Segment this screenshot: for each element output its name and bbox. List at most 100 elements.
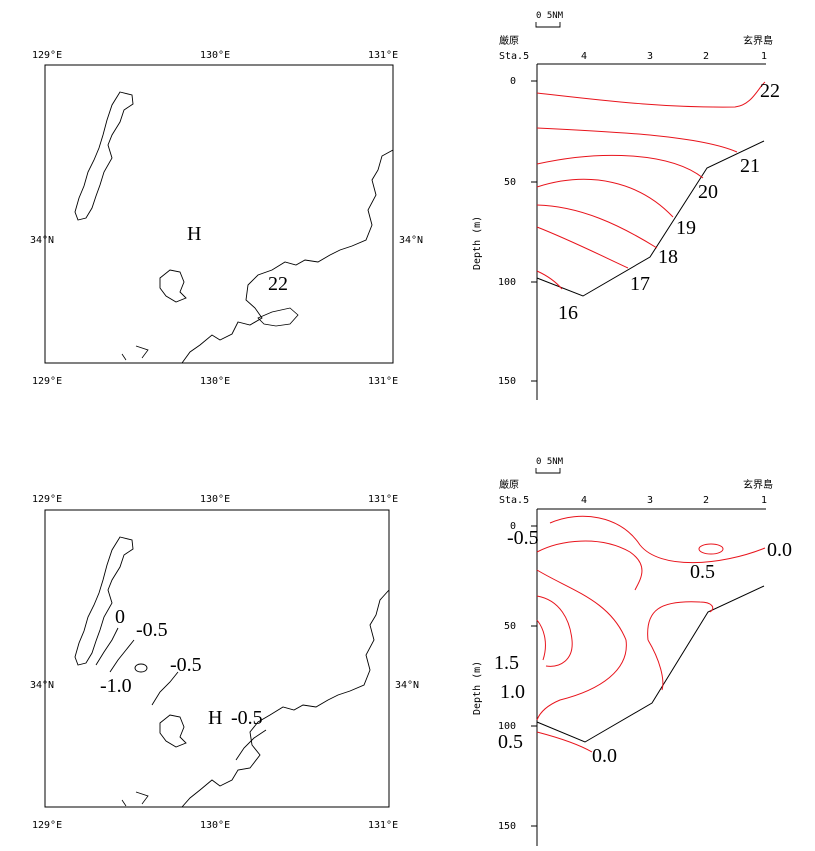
small-islets-b — [121, 791, 149, 807]
lon-label-131: 131°E — [368, 50, 398, 61]
map-bottom: 129°E 130°E 131°E 34°N 34°N 129°E 130°E … — [30, 494, 419, 831]
station-1: 1 — [761, 51, 767, 62]
isotherm-label-21: 21 — [740, 155, 760, 177]
y-label-100-b: 100 — [498, 721, 516, 732]
isotherm-21 — [536, 127, 738, 153]
lon-label-129: 129°E — [32, 50, 62, 61]
contour-line-0 — [95, 627, 119, 666]
contour-label-15: 1.5 — [494, 652, 519, 674]
contour-0-mid-b — [647, 639, 664, 691]
lon-label-129-b-bottom: 129°E — [32, 820, 62, 831]
contour-label-m05-a: -0.5 — [136, 619, 168, 641]
lat-label-left: 34°N — [30, 235, 54, 246]
station-3-b: 3 — [647, 495, 653, 506]
y-label-0: 0 — [510, 76, 516, 87]
contour-0-mid — [647, 601, 714, 641]
small-islets — [121, 345, 149, 361]
isotherm-label-22: 22 — [760, 80, 780, 102]
contour-label-m10: -1.0 — [100, 675, 132, 697]
contour-label-00-bottom: 0.0 — [592, 745, 617, 767]
contour-line-m05-b — [151, 671, 179, 706]
isotherm-label-18: 18 — [658, 246, 678, 268]
scale-label-b: 0 5NM — [536, 457, 564, 467]
map-top: 129°E 130°E 131°E 34°N 34°N 129°E 130°E … — [30, 50, 423, 387]
high-pressure-label: H — [187, 223, 201, 245]
lon-label-131-b-bottom: 131°E — [368, 820, 398, 831]
contour-label-0: 0 — [115, 606, 125, 628]
contour-line-m05-c — [235, 729, 267, 761]
contour-m05-curve — [536, 540, 643, 591]
contour-line-m05-a — [109, 639, 135, 673]
station-2: 2 — [703, 51, 709, 62]
contour-label-22: 22 — [268, 273, 288, 295]
place-right-b: 玄界島 — [743, 478, 773, 491]
y-label-0-b: 0 — [510, 521, 516, 532]
seabed-profile — [536, 140, 765, 297]
station-2-b: 2 — [703, 495, 709, 506]
station-4-b: 4 — [581, 495, 587, 506]
station-prefix-b: Sta.5 — [499, 495, 529, 506]
y-axis-title: Depth (m) — [472, 216, 483, 270]
place-left: 厳原 — [499, 34, 519, 47]
y-label-50-b: 50 — [504, 621, 516, 632]
seabed-profile-b — [536, 585, 765, 743]
tsushima-island — [74, 91, 134, 221]
lon-label-131-bottom: 131°E — [368, 376, 398, 387]
tsushima-island-b — [74, 536, 134, 666]
section-top: 0 5NM 厳原 玄界島 Sta.5 4 3 2 1 0 50 100 150 … — [472, 11, 780, 400]
bay-outline — [257, 307, 299, 327]
y-label-150-b: 150 — [498, 821, 516, 832]
isotherm-20 — [536, 154, 704, 179]
isotherm-label-19: 19 — [676, 217, 696, 239]
isotherm-18 — [536, 204, 658, 249]
high-pressure-label-b: H — [208, 707, 222, 729]
contour-05-closed — [698, 543, 724, 555]
station-4: 4 — [581, 51, 587, 62]
contour-label-05-bottom: 0.5 — [498, 731, 523, 753]
y-label-50: 50 — [504, 177, 516, 188]
contour-15 — [536, 595, 573, 667]
isotherm-label-17: 17 — [630, 273, 650, 295]
place-right: 玄界島 — [743, 34, 773, 47]
lat-label-right-b: 34°N — [395, 680, 419, 691]
contour-label-m05: -0.5 — [507, 527, 539, 549]
contour-0-bottom — [536, 731, 593, 753]
lat-label-right: 34°N — [399, 235, 423, 246]
isotherm-19 — [536, 178, 674, 218]
scale-bar-b — [535, 468, 561, 474]
contour-label-m05-b: -0.5 — [170, 654, 202, 676]
map-frame — [44, 64, 394, 364]
lon-label-130-bottom: 130°E — [200, 376, 230, 387]
contour-15-inner — [536, 619, 546, 661]
station-1-b: 1 — [761, 495, 767, 506]
scale-label: 0 5NM — [536, 11, 564, 21]
lat-label-left-b: 34°N — [30, 680, 54, 691]
section-bottom: 0 5NM 厳原 玄界島 Sta.5 4 3 2 1 0 50 100 150 … — [472, 457, 792, 846]
lon-label-131-b: 131°E — [368, 494, 398, 505]
lon-label-130: 130°E — [200, 50, 230, 61]
contour-10 — [536, 569, 627, 721]
iki-island-b — [159, 714, 187, 748]
y-axis-title-b: Depth (m) — [472, 661, 483, 715]
isotherm-17 — [536, 226, 629, 269]
isotherm-22 — [536, 81, 766, 108]
scale-bar — [535, 22, 561, 28]
isotherm-label-20: 20 — [698, 181, 718, 203]
contour-closed-m10 — [134, 663, 148, 673]
map-frame-bottom — [44, 509, 390, 808]
station-prefix: Sta.5 — [499, 51, 529, 62]
contour-label-05-top: 0.5 — [690, 561, 715, 583]
y-label-150: 150 — [498, 376, 516, 387]
iki-island — [159, 269, 187, 303]
lon-label-129-b: 129°E — [32, 494, 62, 505]
lon-label-130-b: 130°E — [200, 494, 230, 505]
lon-label-129-bottom: 129°E — [32, 376, 62, 387]
kyushu-coast-b — [181, 589, 390, 808]
y-label-100: 100 — [498, 277, 516, 288]
contour-label-10: 1.0 — [500, 681, 525, 703]
contour-label-m05-c: -0.5 — [231, 707, 263, 729]
contour-label-00-right: 0.0 — [767, 539, 792, 561]
contour-0-upper — [549, 515, 766, 564]
isotherm-label-16: 16 — [558, 302, 578, 324]
